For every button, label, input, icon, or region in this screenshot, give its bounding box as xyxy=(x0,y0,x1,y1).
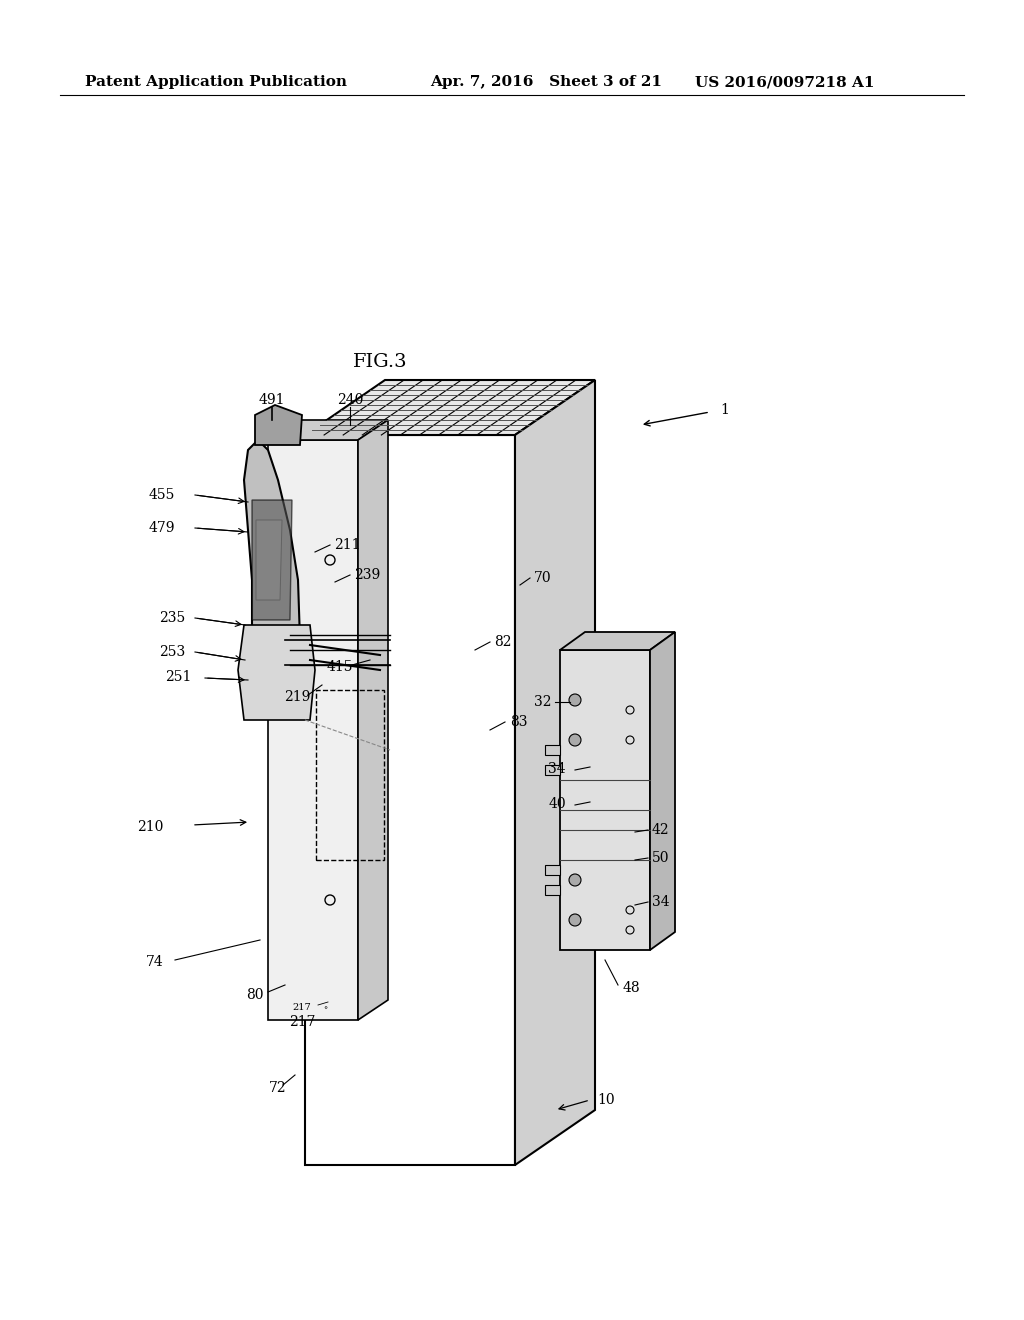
Polygon shape xyxy=(545,865,560,875)
Circle shape xyxy=(569,734,581,746)
Text: 32: 32 xyxy=(535,696,552,709)
Text: 82: 82 xyxy=(494,635,512,649)
Text: 455: 455 xyxy=(148,488,175,502)
Text: 74: 74 xyxy=(146,954,164,969)
Text: 70: 70 xyxy=(534,572,552,585)
Text: FIG.3: FIG.3 xyxy=(352,352,408,371)
Circle shape xyxy=(266,667,278,678)
Text: 415: 415 xyxy=(327,660,353,675)
Text: 251: 251 xyxy=(165,671,191,684)
Text: Patent Application Publication: Patent Application Publication xyxy=(85,75,347,88)
Text: 491: 491 xyxy=(259,393,286,407)
Text: 210: 210 xyxy=(137,820,163,834)
Polygon shape xyxy=(545,884,560,895)
Text: 217: 217 xyxy=(293,1003,311,1012)
Polygon shape xyxy=(305,380,595,436)
Text: 48: 48 xyxy=(623,981,641,995)
Polygon shape xyxy=(244,440,300,705)
Text: 83: 83 xyxy=(510,715,527,729)
Text: 42: 42 xyxy=(652,822,670,837)
Circle shape xyxy=(569,874,581,886)
Text: 479: 479 xyxy=(148,521,175,535)
Polygon shape xyxy=(255,405,302,445)
Polygon shape xyxy=(268,420,388,440)
Text: 72: 72 xyxy=(269,1081,287,1096)
Text: 239: 239 xyxy=(354,568,380,582)
Text: 34: 34 xyxy=(548,762,566,776)
Polygon shape xyxy=(545,766,560,775)
Circle shape xyxy=(250,649,294,694)
Polygon shape xyxy=(650,632,675,950)
Text: 34: 34 xyxy=(652,895,670,909)
Polygon shape xyxy=(268,440,358,1020)
Polygon shape xyxy=(252,500,292,620)
Text: 50: 50 xyxy=(652,851,670,865)
Text: 235: 235 xyxy=(159,611,185,624)
Text: 80: 80 xyxy=(246,987,264,1002)
Text: 1: 1 xyxy=(720,403,729,417)
Polygon shape xyxy=(358,420,388,1020)
Circle shape xyxy=(258,657,286,686)
Text: US 2016/0097218 A1: US 2016/0097218 A1 xyxy=(695,75,874,88)
Polygon shape xyxy=(560,632,675,649)
Polygon shape xyxy=(515,380,595,1166)
Polygon shape xyxy=(238,624,315,719)
Polygon shape xyxy=(560,649,650,950)
Text: 219: 219 xyxy=(284,690,310,704)
Text: 211: 211 xyxy=(334,539,360,552)
Text: 40: 40 xyxy=(548,797,566,810)
Circle shape xyxy=(569,694,581,706)
Polygon shape xyxy=(545,744,560,755)
Text: 253: 253 xyxy=(159,645,185,659)
Text: 10: 10 xyxy=(597,1093,614,1107)
Circle shape xyxy=(569,913,581,927)
Text: Apr. 7, 2016   Sheet 3 of 21: Apr. 7, 2016 Sheet 3 of 21 xyxy=(430,75,662,88)
Text: 240: 240 xyxy=(337,393,364,407)
Polygon shape xyxy=(256,520,282,601)
Text: 217: 217 xyxy=(289,1015,315,1030)
Text: °: ° xyxy=(323,1006,327,1014)
